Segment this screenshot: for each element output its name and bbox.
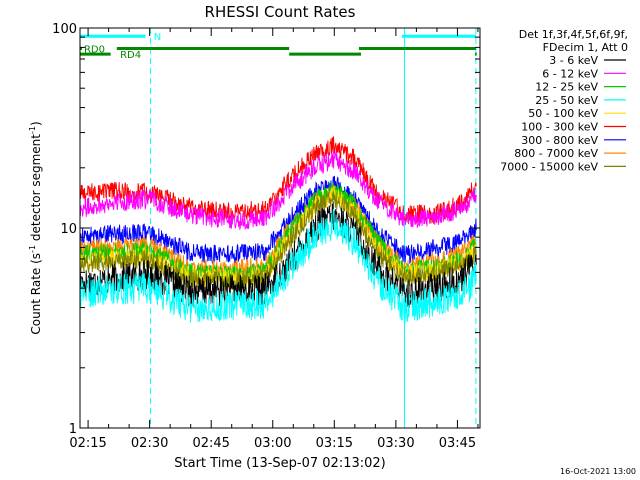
y-tick-label-2: 100: [52, 22, 77, 37]
y-tick-label-0: 1: [69, 422, 77, 437]
legend-entry-label-6: 300 - 800 keV: [521, 134, 598, 147]
legend-entry-label-8: 7000 - 15000 keV: [500, 160, 598, 173]
legend-entry-label-4: 50 - 100 keV: [528, 107, 598, 120]
legend-entry-label-5: 100 - 300 keV: [521, 121, 598, 134]
axes: 1 10 100 02:15 02:30 02:45 03:00 03:15 03:30 03:4…: [52, 22, 480, 451]
chart-title: RHESSI Count Rates: [205, 3, 356, 21]
legend-header-line-2: FDecim 1, Att 0: [543, 41, 628, 54]
series-group: [79, 135, 477, 323]
x-axis-label: Start Time (13-Sep-07 02:13:02): [174, 456, 385, 471]
legend-header-line-1: Det 1f,3f,4f,5f,6f,9f,: [519, 28, 628, 41]
series-line-5: [79, 135, 477, 224]
x-tick-label-0: 02:15: [69, 436, 106, 451]
legend: Det 1f,3f,4f,5f,6f,9f, FDecim 1, Att 0 3…: [500, 28, 628, 173]
x-tick-label-6: 03:45: [439, 436, 476, 451]
series-line-3: [79, 208, 477, 323]
x-tick-label-1: 02:30: [131, 436, 168, 451]
legend-entry-label-0: 3 - 6 keV: [549, 54, 598, 67]
series-line-8: [79, 191, 477, 291]
legend-entry-label-3: 25 - 50 keV: [535, 94, 598, 107]
x-tick-label-2: 02:45: [192, 436, 229, 451]
y-axis-label: Count Rate (s-1 detector segment-1): [28, 121, 43, 334]
x-tick-label-3: 03:00: [254, 436, 291, 451]
x-tick-label-4: 03:15: [316, 436, 353, 451]
footer-date: 16-Oct-2021 13:00: [560, 467, 636, 476]
legend-entry-label-1: 6 - 12 keV: [542, 67, 598, 80]
legend-entry-label-2: 12 - 25 keV: [535, 81, 598, 94]
series-line-1: [79, 150, 477, 230]
flag-label-rd0: RD0: [84, 44, 105, 55]
flag-label-rd4: RD4: [120, 50, 141, 61]
x-tick-label-5: 03:30: [377, 436, 414, 451]
y-tick-label-1: 10: [60, 222, 77, 237]
legend-entry-label-7: 800 - 7000 keV: [514, 147, 598, 160]
flag-label-n: N: [154, 32, 161, 43]
flag-bars: N RD0 RD4: [80, 32, 477, 61]
